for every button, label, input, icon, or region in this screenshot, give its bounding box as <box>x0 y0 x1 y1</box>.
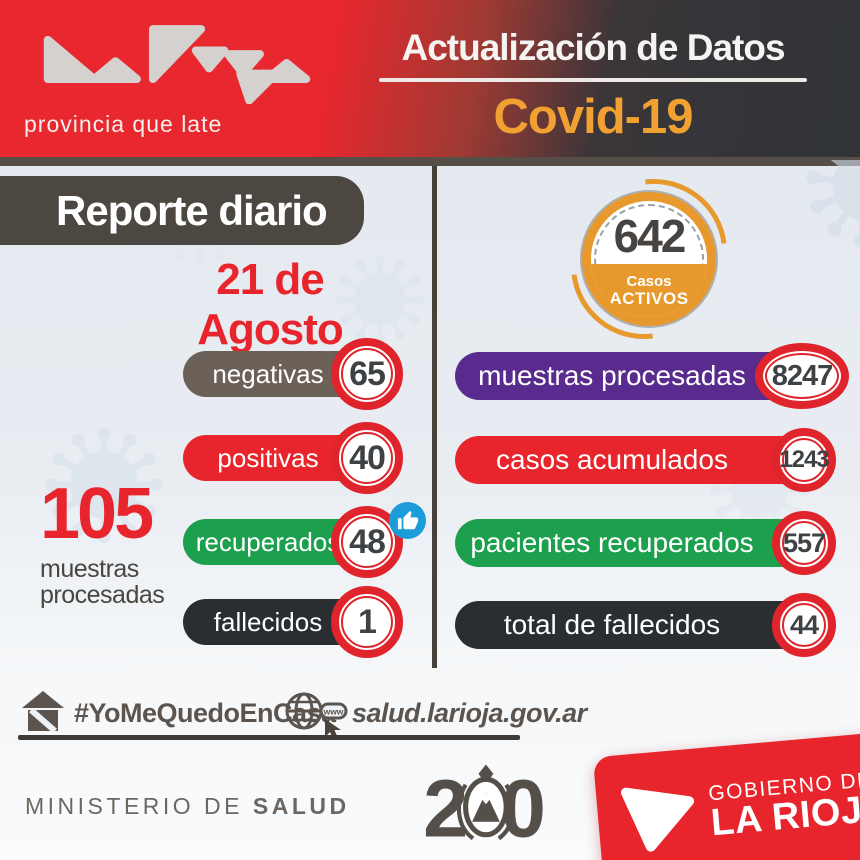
ministry-label-bold: SALUD <box>252 793 350 819</box>
badge-inner-ring <box>341 516 393 568</box>
header-banner: provincia que late Actualización de Dato… <box>0 0 860 157</box>
stat-value: 65 <box>349 354 386 393</box>
column-divider <box>432 166 437 668</box>
daily-total-value: 105 <box>40 474 154 554</box>
header-title-block: Actualización de Datos Covid-19 <box>377 0 809 145</box>
stat-label: positivas <box>217 442 319 473</box>
total-value: 44 <box>789 609 819 640</box>
active-cases-label: Casos ACTIVOS <box>591 274 707 308</box>
total-row-muestras: muestras procesadas 8247 <box>455 343 855 409</box>
total-value: 1243 <box>779 446 829 473</box>
svg-text:www: www <box>323 707 344 717</box>
total-label: casos acumulados <box>496 444 728 475</box>
ministry-label: MINISTERIO DE SALUD <box>25 793 350 820</box>
active-cases-label-line2: ACTIVOS <box>609 289 689 309</box>
total-row-recuperados: pacientes recuperados 557 <box>455 511 855 575</box>
bicentennial-digit-2: 2 <box>425 764 468 854</box>
bicentennial-digit-0: 0 <box>501 764 545 854</box>
daily-total-block: 105 muestras procesadas <box>40 474 165 610</box>
stat-label: fallecidos <box>213 606 323 637</box>
la-rioja-triangles-icon <box>43 25 311 105</box>
daily-total-label-line1: muestras <box>40 555 139 583</box>
title-underline <box>379 78 807 82</box>
la-rioja-logo: provincia que late <box>24 22 314 138</box>
badge-inner-ring <box>341 348 393 400</box>
active-cases-label-line1: Casos <box>626 273 672 291</box>
active-cases-ring: 642 Casos ACTIVOS <box>582 192 716 326</box>
logo-tagline: provincia que late <box>24 111 223 137</box>
stat-label: negativas <box>212 358 324 389</box>
report-title: Reporte diario <box>56 186 328 234</box>
active-cases-badge: 642 Casos ACTIVOS <box>541 149 757 369</box>
badge-inner-ring <box>782 438 826 482</box>
total-row-acumulados: casos acumulados 1243 <box>455 428 855 492</box>
badge-inner-ring <box>341 596 393 648</box>
total-value-badge: 44 <box>772 593 836 657</box>
ministry-label-light: MINISTERIO DE <box>25 793 253 819</box>
stat-row-negativas: negativas 65 <box>183 338 413 410</box>
active-cases-fill <box>591 263 707 317</box>
house-icon <box>20 689 66 738</box>
total-label: pacientes recuperados <box>470 527 754 558</box>
bicentennial-200-logo: 2 0 <box>423 760 546 859</box>
badge-inner-ring <box>782 521 826 565</box>
report-title-pill: Reporte diario <box>0 176 364 245</box>
total-value: 557 <box>782 527 826 558</box>
stat-value: 40 <box>349 438 386 477</box>
gov-badge-text: GOBIERNO DE LA RIOJA <box>707 768 860 845</box>
thumbs-up-icon <box>389 502 426 539</box>
stat-value-badge: 65 <box>331 338 403 410</box>
badge-inner-ring <box>341 432 393 484</box>
daily-total-label-line2: procesadas <box>40 581 165 610</box>
stat-value-badge: 48 <box>331 506 403 578</box>
globe-www-icon: www <box>282 689 348 746</box>
stat-row-recuperados: recuperados 48 <box>183 502 426 578</box>
badge-inner-ring <box>765 353 839 399</box>
total-value: 8247 <box>771 359 834 392</box>
total-row-fallecidos: total de fallecidos 44 <box>455 593 855 657</box>
stat-row-fallecidos: fallecidos 1 <box>183 586 413 658</box>
active-cases-value: 642 <box>613 210 687 262</box>
report-date: 21 de Agosto <box>197 255 344 354</box>
page-title: Actualización de Datos <box>401 27 785 68</box>
website-link: salud.larioja.gov.ar <box>352 698 587 728</box>
total-value-badge: 1243 <box>772 428 836 492</box>
stat-value: 48 <box>349 522 386 561</box>
total-label: muestras procesadas <box>478 360 746 391</box>
daily-total-label: muestras procesadas <box>40 555 165 610</box>
info-divider-line <box>18 735 520 740</box>
header-rule <box>0 157 860 166</box>
page-subtitle: Covid-19 <box>493 90 694 144</box>
stat-row-positivas: positivas 40 <box>183 422 413 494</box>
total-value-badge: 8247 <box>755 343 849 409</box>
total-label: total de fallecidos <box>503 609 721 640</box>
info-bar: #YoMeQuedoEnCasa www salud.larioja.gov.a… <box>0 683 587 746</box>
total-value-badge: 557 <box>772 511 836 575</box>
stat-value-badge: 1 <box>331 586 403 658</box>
active-cases-inner: 642 Casos ACTIVOS <box>591 201 707 317</box>
stat-label: recuperados <box>195 526 341 557</box>
badge-inner-ring <box>782 603 826 647</box>
stat-value: 1 <box>358 602 377 641</box>
government-badge: GOBIERNO DE LA RIOJA <box>592 731 860 860</box>
stat-value-badge: 40 <box>331 422 403 494</box>
gov-triangle-icon <box>621 787 695 852</box>
